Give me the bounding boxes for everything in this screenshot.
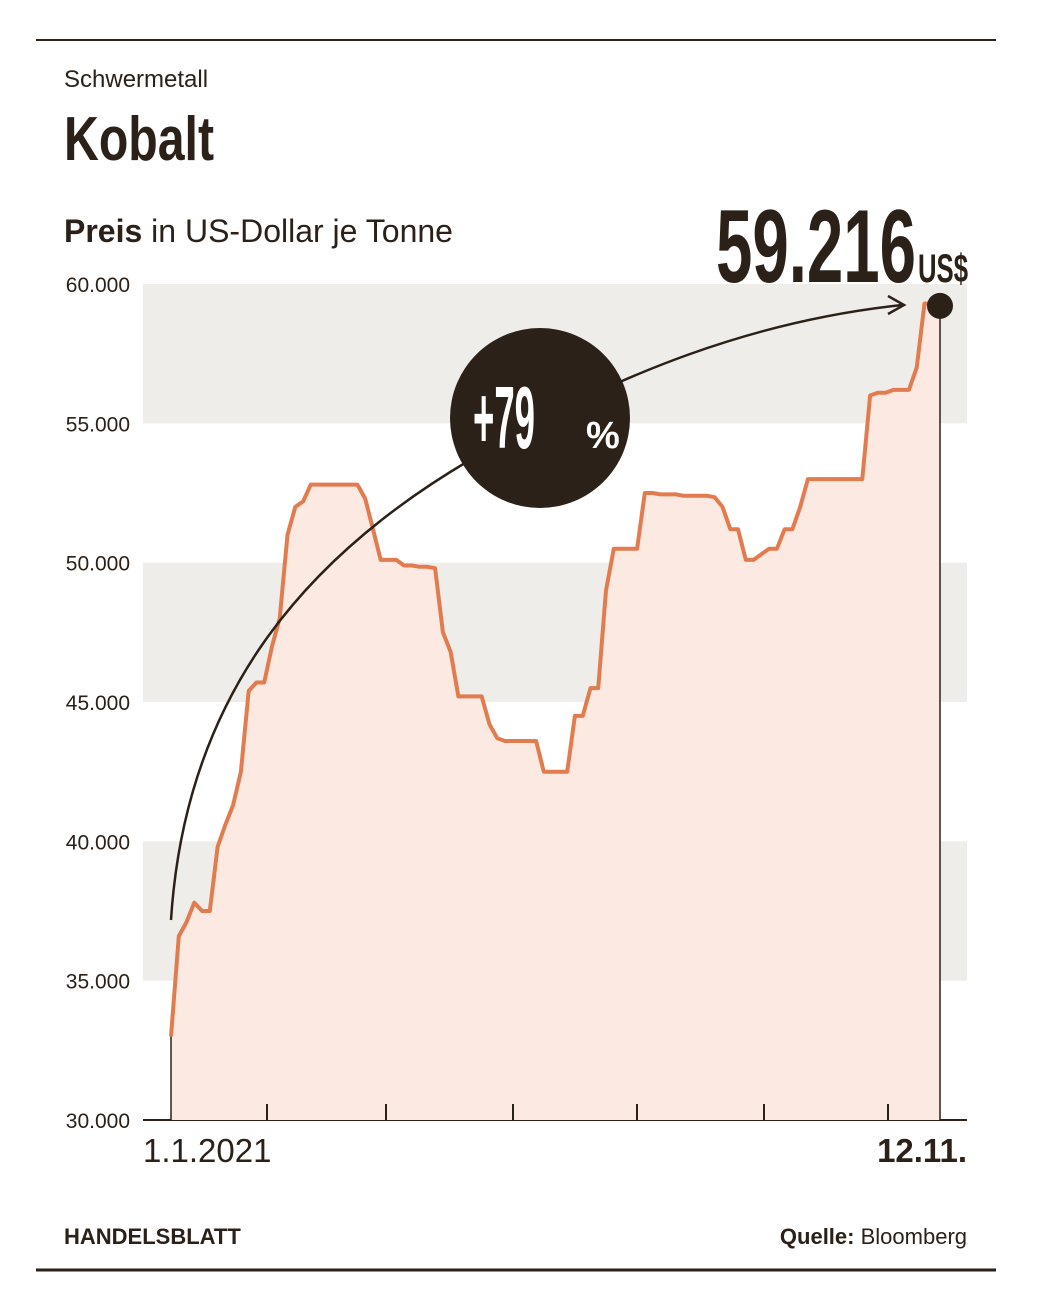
subtitle-text: in US-Dollar je Tonne: [151, 213, 453, 249]
y-tick-label: 30.000: [66, 1110, 130, 1133]
end-point: [927, 292, 953, 319]
change-arrow: [169, 303, 903, 921]
y-tick-label: 40.000: [66, 831, 130, 854]
subtitle: Preis in US-Dollar je Tonne: [64, 213, 453, 249]
area: [171, 303, 940, 1120]
arrow-head: [887, 294, 907, 316]
y-tick-label: 45.000: [66, 692, 130, 715]
brand: HANDELSBLATT: [64, 1224, 241, 1249]
plot: 1.1.2021 12.11.: [143, 292, 967, 1169]
end-label: 59.216: [716, 189, 916, 305]
chart-title: Kobalt: [64, 105, 214, 174]
source-label: Quelle:: [780, 1224, 855, 1249]
source-text: Bloomberg: [861, 1224, 967, 1249]
subtitle-bold: Preis: [64, 213, 142, 249]
x-tick-label: 12.11.: [877, 1132, 967, 1169]
source: Quelle: Bloomberg: [780, 1224, 967, 1249]
y-tick-label: 50.000: [66, 553, 130, 576]
y-tick-label: 35.000: [66, 971, 130, 994]
price-line: [169, 301, 941, 1037]
end-unit: US$: [918, 247, 968, 291]
kicker: Schwermetall: [64, 66, 208, 93]
y-tick-label: 60.000: [66, 274, 130, 297]
change-unit: %: [586, 415, 620, 457]
x-ticks: [266, 1104, 889, 1120]
x-tick-label: 1.1.2021: [143, 1132, 271, 1169]
y-tick-label: 55.000: [66, 413, 130, 436]
change-badge: [450, 328, 630, 508]
change-label: +79: [473, 368, 535, 467]
